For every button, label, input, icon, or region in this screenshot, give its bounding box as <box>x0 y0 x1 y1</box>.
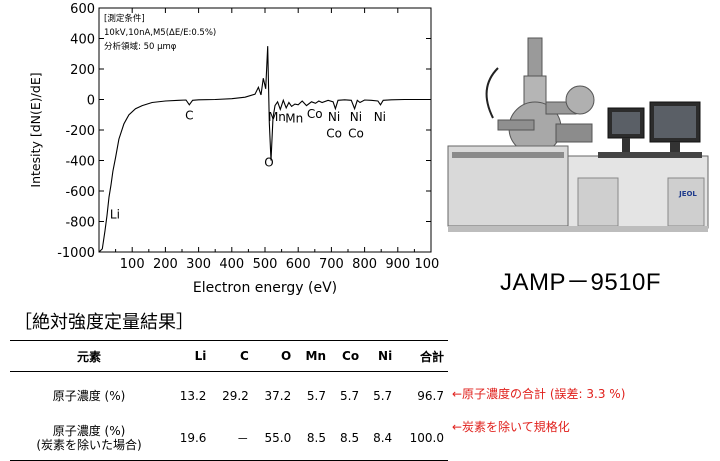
row-label-line2: (炭素を除いた場合) <box>36 438 142 452</box>
x-tick-label: 400 <box>219 257 244 272</box>
table-cell: 37.2 <box>264 389 292 403</box>
peak-label: Ni <box>374 110 386 124</box>
conditions-line2: 分析領域: 50 μmφ <box>104 41 177 52</box>
header-element: O <box>252 340 296 372</box>
peak-label: Ni <box>350 110 362 124</box>
jeol-badge: JEOL <box>678 190 697 198</box>
results-table: 元素 Li C O Mn Co Ni 合計 原子濃度 (%) 13.2 29.2… <box>10 340 448 461</box>
table-cell: 29.2 <box>222 389 249 403</box>
table-cell-total: 100.0 <box>396 416 448 461</box>
row-label: 原子濃度 (%) <box>10 372 168 417</box>
y-tick-label: 0 <box>87 94 95 109</box>
results-header-row: 元素 Li C O Mn Co Ni 合計 <box>10 340 448 372</box>
y-tick-label: -600 <box>65 185 95 200</box>
x-tick-label: 900 <box>385 257 410 272</box>
table-cell: 8.4 <box>363 416 397 461</box>
header-element: Ni <box>363 340 397 372</box>
table-row: 原子濃度 (%) 13.2 29.2 37.2 5.7 5.7 5.7 96.7 <box>10 372 448 417</box>
row-label-line1: 原子濃度 (%) <box>52 424 126 438</box>
table-cell: 8.5 <box>330 416 364 461</box>
table-cell: 5.7 <box>306 389 327 403</box>
conditions-heading: [測定条件] <box>104 13 145 24</box>
results-title: ［絶対強度定量結果］ <box>14 312 194 333</box>
row-label: 原子濃度 (%) (炭素を除いた場合) <box>10 416 168 461</box>
x-tick-label: 300 <box>186 257 211 272</box>
row-label-line1: 原子濃度 (%) <box>52 389 126 403</box>
note-total-error: ←原子濃度の合計 (誤差: 3.3 %) <box>452 387 626 401</box>
peak-label: Li <box>110 207 120 221</box>
x-tick-label: 800 <box>352 257 377 272</box>
peak-label: Ni <box>328 110 340 124</box>
jamp-instrument-illustration: JEOL <box>447 37 709 232</box>
x-tick-label: 1000 <box>414 257 440 272</box>
header-element-label: 元素 <box>10 340 168 372</box>
header-element: C <box>210 340 253 372</box>
peak-label: Co <box>307 107 323 121</box>
x-tick-label: 200 <box>153 257 178 272</box>
x-axis-label: Electron energy (eV) <box>193 280 337 296</box>
table-row: 原子濃度 (%) (炭素を除いた場合) 19.6 － 55.0 8.5 8.5 … <box>10 416 448 461</box>
x-tick-label: 600 <box>286 257 311 272</box>
y-tick-label: 600 <box>70 2 95 17</box>
y-tick-labels: -1000 -800 -600 -400 -200 0 200 400 600 <box>57 2 95 261</box>
table-cell: － <box>210 416 253 461</box>
table-cell: 8.5 <box>295 416 331 461</box>
y-tick-label: 200 <box>70 63 95 78</box>
peak-label: Co <box>348 127 364 141</box>
table-cell: 13.2 <box>179 389 207 403</box>
spectrum-series-line <box>98 46 431 253</box>
y-tick-label: -400 <box>65 155 95 170</box>
y-tick-label: 400 <box>70 33 95 48</box>
table-cell: 5.7 <box>373 389 393 403</box>
peak-annotations: Li C O Mn Mn Co Ni Co Ni Co Ni <box>110 107 386 222</box>
header-total: 合計 <box>396 340 448 372</box>
peak-label: O <box>264 156 273 170</box>
table-cell: 5.7 <box>340 389 360 403</box>
peak-label: Mn <box>268 110 286 124</box>
auger-spectrum-chart: -1000 -800 -600 -400 -200 0 200 400 600 100 200 30… <box>28 2 440 296</box>
header-element: Co <box>330 340 364 372</box>
x-tick-label: 100 <box>120 257 145 272</box>
table-cell-total: 96.7 <box>417 389 444 403</box>
y-axis-label: Intesity [dN(E)/dE] <box>28 72 43 187</box>
header-element: Li <box>168 340 211 372</box>
y-tick-label: -1000 <box>57 246 95 261</box>
note-normalized: ←炭素を除いて規格化 <box>452 420 570 434</box>
peak-label: C <box>185 108 193 122</box>
model-name: JAMP－9510F <box>500 269 662 296</box>
table-cell: 19.6 <box>168 416 211 461</box>
table-cell: 55.0 <box>252 416 296 461</box>
x-tick-labels: 100 200 300 400 500 600 700 800 900 1000 <box>120 257 440 272</box>
conditions-line1: 10kV,10nA,M5(ΔE/E:0.5%) <box>104 28 216 38</box>
x-tick-label: 500 <box>253 257 278 272</box>
y-tick-label: -800 <box>65 216 95 231</box>
header-element: Mn <box>295 340 331 372</box>
peak-label: Mn <box>285 111 303 125</box>
y-tick-label: -200 <box>65 124 95 139</box>
measurement-conditions: [測定条件] 10kV,10nA,M5(ΔE/E:0.5%) 分析領域: 50 … <box>104 13 216 52</box>
x-tick-label: 700 <box>319 257 344 272</box>
peak-label: Co <box>326 127 342 141</box>
